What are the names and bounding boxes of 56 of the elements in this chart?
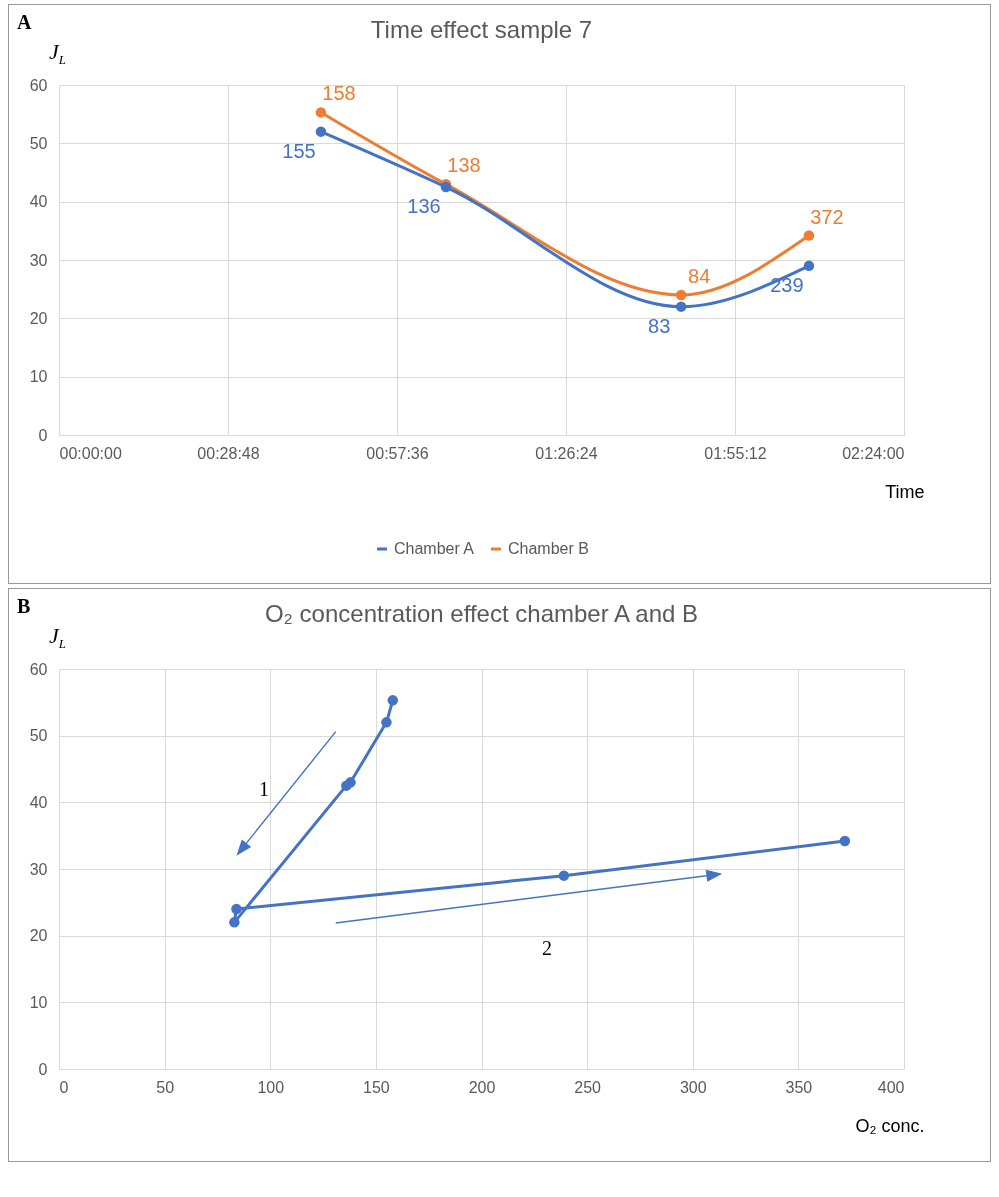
annotation: 2: [541, 937, 552, 959]
text: A: [17, 11, 32, 34]
annotation: 239: [770, 273, 804, 296]
point: [558, 870, 570, 881]
x-tick-label: 350: [785, 1078, 813, 1096]
x-tick-label: 200: [468, 1078, 496, 1096]
y-tick-label: 40: [29, 193, 48, 211]
x-axis-title: Time: [885, 481, 925, 502]
x-tick-label: 50: [156, 1078, 175, 1096]
y-tick-label: 60: [29, 660, 48, 678]
x-tick-label: 100: [257, 1078, 285, 1096]
x-tick-label: 0: [59, 1078, 69, 1096]
chart-title: O₂ concentration effect chamber A and B: [264, 600, 699, 627]
y-tick-label: 20: [29, 309, 48, 327]
y-tick-label: 30: [29, 860, 48, 878]
x-tick-label: 250: [574, 1078, 602, 1096]
x-tick-label: 00:57:36: [366, 444, 429, 462]
x-axis-title: O₂ conc.: [855, 1115, 925, 1136]
x-tick-label: 300: [679, 1078, 707, 1096]
point: [839, 835, 851, 847]
point: [387, 695, 399, 706]
x-tick-label: 01:26:24: [535, 444, 598, 462]
y-tick-label: 10: [29, 993, 48, 1011]
y-tick-label: 50: [29, 727, 48, 745]
annotation: 84: [688, 265, 711, 287]
y-tick-label: 20: [29, 927, 48, 945]
point: [381, 717, 392, 728]
annotation: 136: [407, 195, 441, 218]
text: B: [17, 595, 31, 618]
x-tick-label: 400: [877, 1078, 905, 1096]
y-axis-title: J$_{L}$: [49, 623, 66, 653]
annotation: 138: [447, 154, 481, 177]
x-tick-label: 150: [363, 1078, 390, 1096]
x-tick-label: 01:55:12: [704, 444, 767, 462]
point: [229, 917, 240, 928]
x-tick-label: 00:28:48: [197, 444, 260, 462]
x-tick-label: 00:00:00: [59, 444, 122, 462]
point: [341, 780, 352, 791]
legend-label: Chamber B: [508, 540, 589, 557]
y-tick-label: 0: [38, 1060, 48, 1078]
y-tick-label: 40: [29, 793, 48, 811]
annotation: 155: [282, 139, 316, 162]
point: [231, 903, 242, 915]
y-tick-label: 0: [38, 426, 48, 444]
chart-title: Time effect sample 7: [370, 16, 593, 43]
y-tick-label: 30: [29, 251, 48, 269]
y-tick-label: 60: [29, 76, 48, 94]
y-tick-label: 10: [29, 368, 48, 386]
annotation: 83: [648, 314, 671, 337]
x-tick-label: 02:24:00: [842, 444, 905, 462]
annotation: 158: [322, 82, 356, 105]
annotation: 372: [810, 205, 844, 228]
annotation: 1: [258, 778, 269, 801]
y-tick-label: 50: [29, 134, 48, 152]
legend-label: Chamber A: [394, 540, 475, 557]
y-axis-title: J$_{L}$: [49, 39, 66, 69]
